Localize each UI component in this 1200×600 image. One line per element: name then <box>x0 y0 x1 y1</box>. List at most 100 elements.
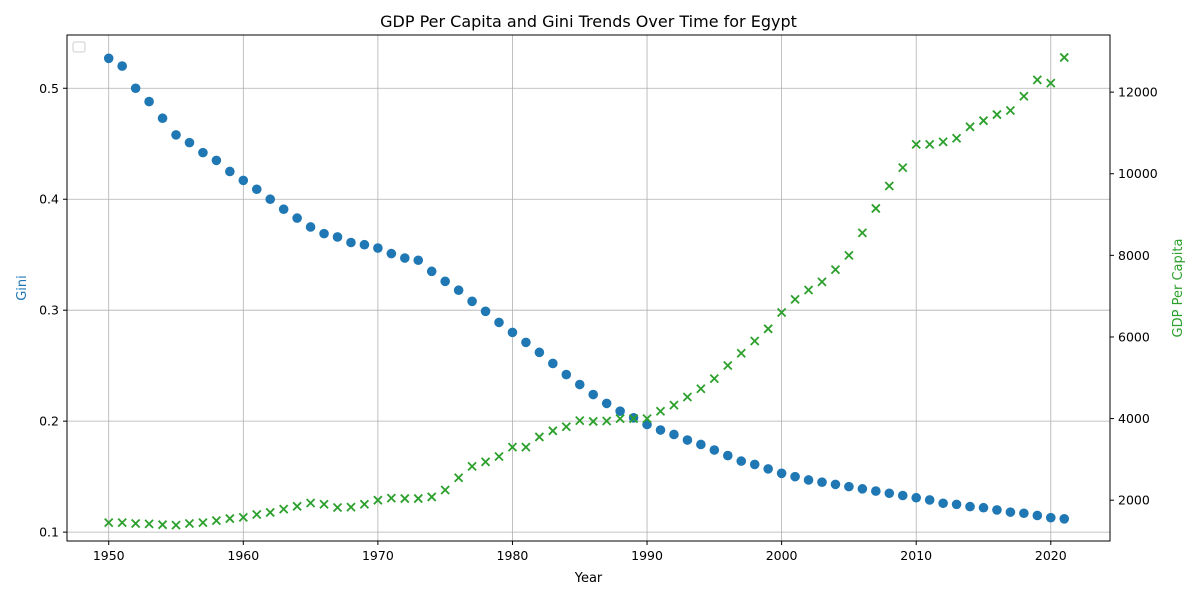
gdp-point <box>696 384 706 394</box>
gdp-point-stroke <box>548 426 558 436</box>
gdp-point-stroke <box>561 422 571 432</box>
gdp-point-stroke <box>521 442 531 452</box>
gdp-point <box>211 515 222 526</box>
gdp-point-stroke <box>440 485 450 495</box>
gdp-point-stroke <box>144 519 154 529</box>
gini-point <box>413 255 424 266</box>
gdp-point <box>144 519 154 529</box>
gini-point <box>319 228 329 239</box>
gdp-point-stroke <box>400 493 410 504</box>
gini-point <box>817 477 827 487</box>
gdp-point <box>857 228 868 238</box>
gdp-point <box>346 502 356 512</box>
gdp-point-stroke <box>279 504 289 514</box>
gini-point <box>924 495 935 505</box>
gini-point <box>978 502 989 513</box>
gdp-point <box>790 294 800 305</box>
gdp-point-stroke <box>467 461 477 471</box>
gdp-point <box>642 413 652 424</box>
gdp-point-stroke <box>453 473 464 483</box>
gini-point <box>965 501 975 512</box>
gdp-point-stroke <box>642 413 652 424</box>
gdp-point-stroke <box>238 512 248 522</box>
gdp-point <box>938 137 948 147</box>
y-tick-label-right: 12000 <box>1118 85 1158 100</box>
gini-point <box>844 481 854 492</box>
gdp-point-stroke <box>346 502 356 512</box>
legend-box[interactable] <box>72 41 86 53</box>
gdp-point <box>225 513 235 524</box>
gini-point <box>157 113 168 124</box>
gdp-point-stroke <box>898 162 908 173</box>
gdp-point <box>279 504 289 514</box>
y-axis-label-right: GDP Per Capita <box>1171 239 1186 338</box>
gdp-point <box>332 502 343 513</box>
gdp-point <box>965 122 975 132</box>
gini-point <box>426 266 437 277</box>
gini-point <box>305 222 316 232</box>
gdp-point-stroke <box>319 499 329 509</box>
gini-point <box>669 429 679 440</box>
gini-point <box>386 248 397 259</box>
gdp-point-stroke <box>252 509 262 520</box>
gdp-point <box>1019 91 1029 101</box>
gini-point <box>588 389 599 400</box>
gdp-point-stroke <box>292 501 302 511</box>
gdp-point <box>548 426 558 436</box>
gini-point <box>198 147 208 158</box>
y-tick-label-right: 2000 <box>1118 493 1150 508</box>
gdp-point <box>669 400 679 410</box>
gdp-point-stroke <box>534 432 545 442</box>
gdp-point <box>776 307 787 318</box>
gini-point <box>548 358 558 369</box>
gdp-point <box>157 520 168 530</box>
gdp-point <box>709 373 719 384</box>
gdp-point <box>575 415 585 426</box>
gdp-point-stroke <box>427 492 437 502</box>
gdp-point <box>198 518 208 528</box>
gdp-point <box>386 493 396 503</box>
gdp-point-stroke <box>1046 78 1056 88</box>
gini-point <box>803 475 814 485</box>
gdp-point-stroke <box>507 442 518 452</box>
gdp-point-stroke <box>884 181 894 191</box>
gini-point <box>696 439 706 450</box>
gini-point <box>897 490 908 501</box>
gdp-point <box>104 518 114 528</box>
gdp-point-stroke <box>104 518 114 528</box>
y-tick-label-left: 0.2 <box>39 414 59 429</box>
gdp-point-stroke <box>1032 75 1042 85</box>
gdp-point <box>830 265 841 275</box>
gdp-point-stroke <box>130 518 141 529</box>
gdp-point <box>978 116 989 126</box>
gdp-point <box>911 139 921 149</box>
gdp-point-stroke <box>938 137 948 147</box>
gdp-point <box>305 498 316 508</box>
gdp-point <box>413 493 423 504</box>
gini-point <box>373 243 383 253</box>
gdp-point-stroke <box>211 515 222 526</box>
gdp-point <box>844 250 854 260</box>
gdp-point-stroke <box>817 277 827 287</box>
gdp-point-stroke <box>776 307 787 318</box>
gini-point <box>736 456 747 466</box>
gdp-point-stroke <box>655 406 666 416</box>
y-tick-label-right: 6000 <box>1118 329 1150 344</box>
gini-point <box>440 276 450 287</box>
ticks: 1950 1960 1970 1980 1990 2000 2010 2020 0.1 0.2 0.… <box>39 81 1158 563</box>
y-tick-label-left: 0.4 <box>39 192 59 207</box>
gini-point <box>265 194 276 205</box>
gdp-point-stroke <box>978 116 989 126</box>
gdp-point <box>1059 52 1069 63</box>
gini-point <box>332 232 343 242</box>
gini-point <box>184 137 195 148</box>
gini-point <box>211 155 222 166</box>
gdp-point <box>736 348 746 358</box>
gdp-point <box>1005 105 1016 116</box>
gdp-point-stroke <box>1019 91 1029 101</box>
gini-point <box>251 184 262 195</box>
gdp-point <box>588 416 598 427</box>
gdp-point-stroke <box>925 139 935 149</box>
gini-point <box>171 130 181 140</box>
